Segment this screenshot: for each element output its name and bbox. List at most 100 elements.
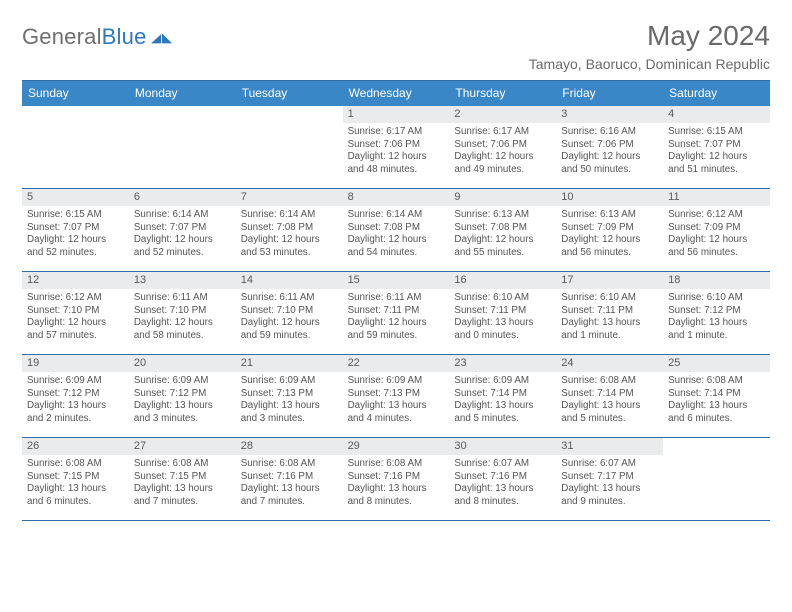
day-details: Sunrise: 6:15 AMSunset: 7:07 PMDaylight:… (663, 123, 770, 180)
calendar-day: 5Sunrise: 6:15 AMSunset: 7:07 PMDaylight… (22, 189, 129, 271)
calendar-day: .. (663, 438, 770, 520)
day-details: Sunrise: 6:08 AMSunset: 7:14 PMDaylight:… (663, 372, 770, 429)
calendar-page: GeneralBlue May 2024 Tamayo, Baoruco, Do… (0, 0, 792, 541)
calendar-day: 29Sunrise: 6:08 AMSunset: 7:16 PMDayligh… (343, 438, 450, 520)
title-block: May 2024 Tamayo, Baoruco, Dominican Repu… (529, 20, 770, 72)
header: GeneralBlue May 2024 Tamayo, Baoruco, Do… (22, 20, 770, 72)
day-details: Sunrise: 6:14 AMSunset: 7:08 PMDaylight:… (236, 206, 343, 263)
day-details: Sunrise: 6:08 AMSunset: 7:15 PMDaylight:… (22, 455, 129, 512)
calendar-day: 12Sunrise: 6:12 AMSunset: 7:10 PMDayligh… (22, 272, 129, 354)
calendar-week: 26Sunrise: 6:08 AMSunset: 7:15 PMDayligh… (22, 438, 770, 521)
day-number: 2 (449, 106, 556, 123)
day-details: Sunrise: 6:17 AMSunset: 7:06 PMDaylight:… (449, 123, 556, 180)
calendar-day: 28Sunrise: 6:08 AMSunset: 7:16 PMDayligh… (236, 438, 343, 520)
calendar-day: 27Sunrise: 6:08 AMSunset: 7:15 PMDayligh… (129, 438, 236, 520)
day-number: 15 (343, 272, 450, 289)
day-details: Sunrise: 6:12 AMSunset: 7:10 PMDaylight:… (22, 289, 129, 346)
calendar-day: 31Sunrise: 6:07 AMSunset: 7:17 PMDayligh… (556, 438, 663, 520)
day-number: 10 (556, 189, 663, 206)
day-details: Sunrise: 6:09 AMSunset: 7:13 PMDaylight:… (236, 372, 343, 429)
day-number: 14 (236, 272, 343, 289)
calendar: Sunday Monday Tuesday Wednesday Thursday… (22, 80, 770, 521)
day-details: Sunrise: 6:16 AMSunset: 7:06 PMDaylight:… (556, 123, 663, 180)
calendar-day: 7Sunrise: 6:14 AMSunset: 7:08 PMDaylight… (236, 189, 343, 271)
weekday-label: Monday (129, 81, 236, 106)
day-number: 28 (236, 438, 343, 455)
day-number: 9 (449, 189, 556, 206)
day-details: Sunrise: 6:15 AMSunset: 7:07 PMDaylight:… (22, 206, 129, 263)
logo-word-a: General (22, 24, 102, 49)
day-number: 1 (343, 106, 450, 123)
calendar-day: 13Sunrise: 6:11 AMSunset: 7:10 PMDayligh… (129, 272, 236, 354)
weekday-label: Wednesday (343, 81, 450, 106)
day-number: 22 (343, 355, 450, 372)
day-number: 4 (663, 106, 770, 123)
calendar-day: 17Sunrise: 6:10 AMSunset: 7:11 PMDayligh… (556, 272, 663, 354)
day-details: Sunrise: 6:08 AMSunset: 7:16 PMDaylight:… (343, 455, 450, 512)
day-number: 31 (556, 438, 663, 455)
logo: GeneralBlue (22, 20, 173, 50)
calendar-week: ......1Sunrise: 6:17 AMSunset: 7:06 PMDa… (22, 106, 770, 189)
day-details: Sunrise: 6:09 AMSunset: 7:13 PMDaylight:… (343, 372, 450, 429)
calendar-week: 19Sunrise: 6:09 AMSunset: 7:12 PMDayligh… (22, 355, 770, 438)
day-details: Sunrise: 6:07 AMSunset: 7:17 PMDaylight:… (556, 455, 663, 512)
day-number: 29 (343, 438, 450, 455)
day-details: Sunrise: 6:10 AMSunset: 7:11 PMDaylight:… (556, 289, 663, 346)
day-details: Sunrise: 6:14 AMSunset: 7:07 PMDaylight:… (129, 206, 236, 263)
logo-word-b: Blue (102, 24, 147, 49)
page-title: May 2024 (529, 20, 770, 52)
weekday-label: Thursday (449, 81, 556, 106)
day-number: 21 (236, 355, 343, 372)
day-details: Sunrise: 6:14 AMSunset: 7:08 PMDaylight:… (343, 206, 450, 263)
day-number: 24 (556, 355, 663, 372)
day-details: Sunrise: 6:12 AMSunset: 7:09 PMDaylight:… (663, 206, 770, 263)
day-number: 27 (129, 438, 236, 455)
calendar-day: 16Sunrise: 6:10 AMSunset: 7:11 PMDayligh… (449, 272, 556, 354)
day-number: 23 (449, 355, 556, 372)
calendar-day: 2Sunrise: 6:17 AMSunset: 7:06 PMDaylight… (449, 106, 556, 188)
calendar-week: 5Sunrise: 6:15 AMSunset: 7:07 PMDaylight… (22, 189, 770, 272)
logo-text: GeneralBlue (22, 24, 147, 50)
day-details: Sunrise: 6:09 AMSunset: 7:12 PMDaylight:… (22, 372, 129, 429)
calendar-day: 14Sunrise: 6:11 AMSunset: 7:10 PMDayligh… (236, 272, 343, 354)
calendar-day: 10Sunrise: 6:13 AMSunset: 7:09 PMDayligh… (556, 189, 663, 271)
calendar-day: 24Sunrise: 6:08 AMSunset: 7:14 PMDayligh… (556, 355, 663, 437)
calendar-day: 23Sunrise: 6:09 AMSunset: 7:14 PMDayligh… (449, 355, 556, 437)
calendar-day: 20Sunrise: 6:09 AMSunset: 7:12 PMDayligh… (129, 355, 236, 437)
day-number: 7 (236, 189, 343, 206)
calendar-day: 3Sunrise: 6:16 AMSunset: 7:06 PMDaylight… (556, 106, 663, 188)
day-number: 20 (129, 355, 236, 372)
calendar-day: 18Sunrise: 6:10 AMSunset: 7:12 PMDayligh… (663, 272, 770, 354)
weekday-label: Saturday (663, 81, 770, 106)
day-details: Sunrise: 6:10 AMSunset: 7:12 PMDaylight:… (663, 289, 770, 346)
page-subtitle: Tamayo, Baoruco, Dominican Republic (529, 56, 770, 72)
day-number: 17 (556, 272, 663, 289)
calendar-day: .. (236, 106, 343, 188)
calendar-day: 1Sunrise: 6:17 AMSunset: 7:06 PMDaylight… (343, 106, 450, 188)
day-details: Sunrise: 6:10 AMSunset: 7:11 PMDaylight:… (449, 289, 556, 346)
calendar-day: 19Sunrise: 6:09 AMSunset: 7:12 PMDayligh… (22, 355, 129, 437)
day-details: Sunrise: 6:11 AMSunset: 7:11 PMDaylight:… (343, 289, 450, 346)
day-details: Sunrise: 6:09 AMSunset: 7:14 PMDaylight:… (449, 372, 556, 429)
day-number: 19 (22, 355, 129, 372)
logo-triangle-icon (151, 29, 173, 45)
day-number: 6 (129, 189, 236, 206)
calendar-day: 26Sunrise: 6:08 AMSunset: 7:15 PMDayligh… (22, 438, 129, 520)
day-details: Sunrise: 6:09 AMSunset: 7:12 PMDaylight:… (129, 372, 236, 429)
weeks-container: ......1Sunrise: 6:17 AMSunset: 7:06 PMDa… (22, 106, 770, 521)
day-number: 16 (449, 272, 556, 289)
day-number: 3 (556, 106, 663, 123)
day-number: 13 (129, 272, 236, 289)
day-details: Sunrise: 6:07 AMSunset: 7:16 PMDaylight:… (449, 455, 556, 512)
day-details: Sunrise: 6:13 AMSunset: 7:09 PMDaylight:… (556, 206, 663, 263)
day-number: 11 (663, 189, 770, 206)
calendar-day: 4Sunrise: 6:15 AMSunset: 7:07 PMDaylight… (663, 106, 770, 188)
calendar-day: 8Sunrise: 6:14 AMSunset: 7:08 PMDaylight… (343, 189, 450, 271)
calendar-day: .. (22, 106, 129, 188)
calendar-day: 6Sunrise: 6:14 AMSunset: 7:07 PMDaylight… (129, 189, 236, 271)
day-details: Sunrise: 6:11 AMSunset: 7:10 PMDaylight:… (129, 289, 236, 346)
day-number: 25 (663, 355, 770, 372)
day-details: Sunrise: 6:08 AMSunset: 7:16 PMDaylight:… (236, 455, 343, 512)
calendar-day: 22Sunrise: 6:09 AMSunset: 7:13 PMDayligh… (343, 355, 450, 437)
weekday-label: Sunday (22, 81, 129, 106)
